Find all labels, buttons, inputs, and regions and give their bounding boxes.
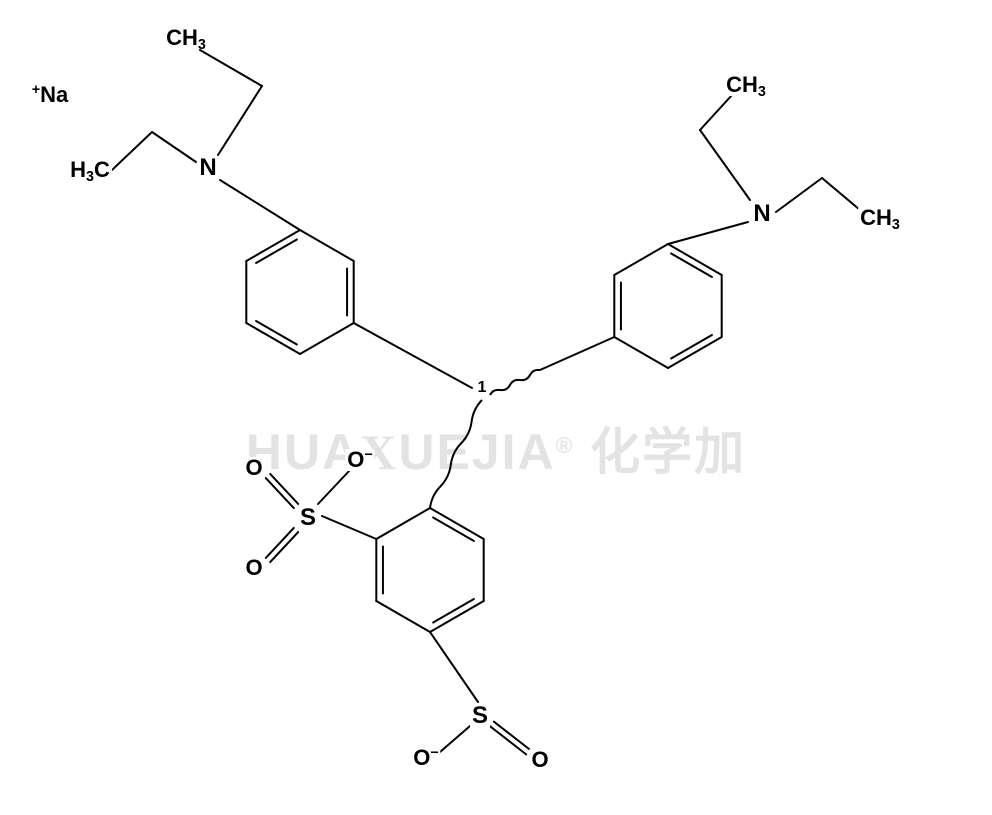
molecule-diagram: HUAXUEJIA® 化学加 +NaCH3H3CNCH3CH3N1SOOO−SO… (0, 0, 992, 815)
bond-layer (0, 0, 992, 815)
